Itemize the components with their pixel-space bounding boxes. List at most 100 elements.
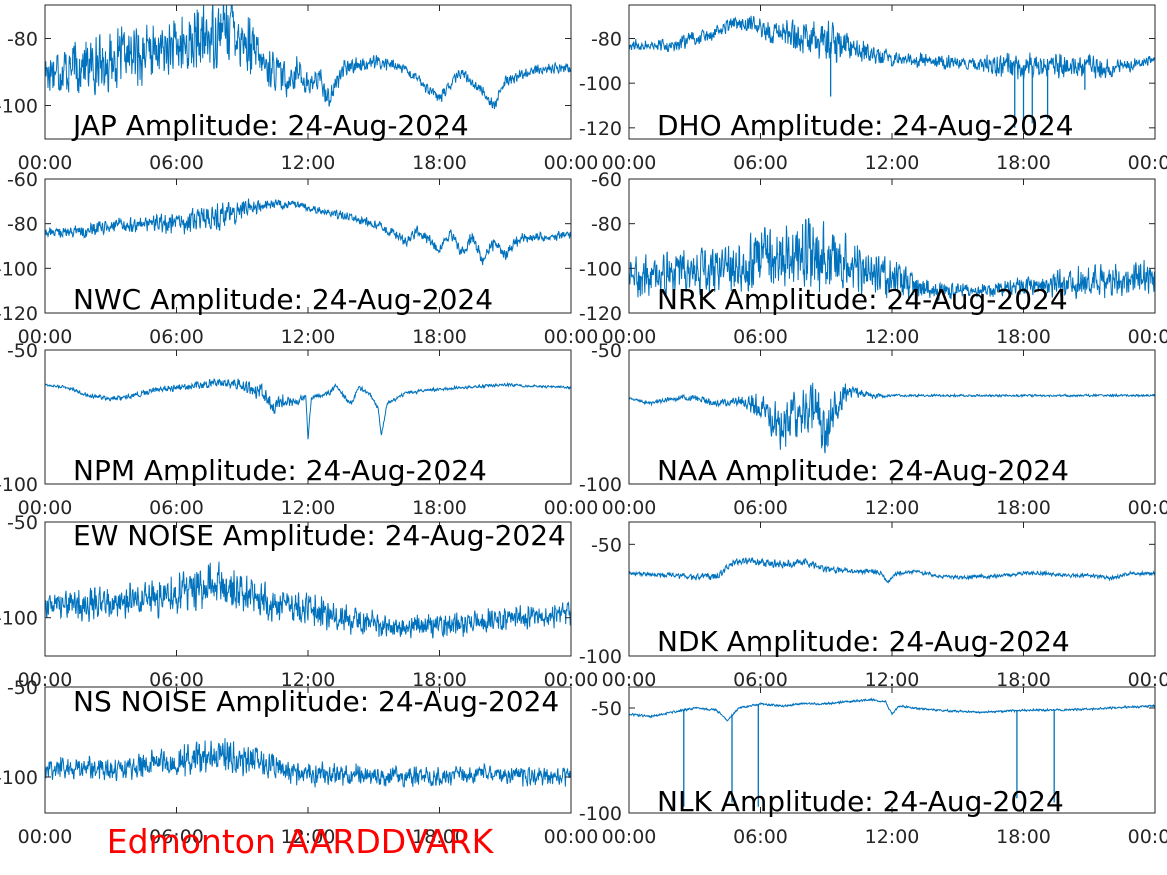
ytick-label: -120 (0, 303, 38, 325)
xtick-label: 06:00 (149, 152, 204, 174)
xtick-label: 18:00 (412, 326, 467, 348)
xtick-label: 00:00 (544, 826, 599, 848)
panel-title-jap: JAP Amplitude: 24-Aug-2024 (71, 109, 469, 142)
ytick-label: -80 (7, 214, 38, 236)
series-line-nrk (629, 217, 1155, 302)
xtick-label: 00:00 (1128, 826, 1167, 848)
xtick-label: 00:00 (1128, 497, 1167, 519)
panel-title-ndk: NDK Amplitude: 24-Aug-2024 (657, 625, 1070, 658)
xtick-label: 06:00 (149, 326, 204, 348)
ytick-label: -50 (7, 677, 38, 699)
ytick-label: -120 (579, 118, 622, 140)
xtick-label: 00:00 (602, 826, 657, 848)
series-line-nwc (45, 198, 571, 266)
xtick-label: 00:00 (18, 326, 73, 348)
ytick-label: -100 (579, 646, 622, 668)
panel-title-naa: NAA Amplitude: 24-Aug-2024 (657, 454, 1069, 487)
xtick-label: 12:00 (865, 826, 920, 848)
xtick-label: 18:00 (412, 826, 467, 848)
ytick-label: -100 (0, 258, 38, 280)
ytick-label: -100 (579, 258, 622, 280)
xtick-label: 18:00 (996, 669, 1051, 691)
ytick-label: -50 (591, 698, 622, 720)
ytick-label: -120 (579, 303, 622, 325)
figure-footer: Edmonton AARDDVARK (107, 822, 495, 861)
panel-title-ns-noise: NS NOISE Amplitude: 24-Aug-2024 (73, 685, 559, 718)
panel-nrk: -60-80-100-12000:0006:0012:0018:0000:00N… (579, 169, 1167, 348)
xtick-label: 18:00 (412, 152, 467, 174)
xtick-label: 18:00 (412, 669, 467, 691)
xtick-label: 06:00 (149, 669, 204, 691)
xtick-label: 00:00 (18, 152, 73, 174)
ytick-label: -80 (591, 214, 622, 236)
series-line-ns-noise (45, 738, 571, 788)
ytick-label: -100 (0, 608, 38, 630)
xtick-label: 06:00 (733, 152, 788, 174)
series-line-ew-noise (45, 561, 571, 639)
xtick-label: 12:00 (865, 669, 920, 691)
xtick-label: 06:00 (733, 326, 788, 348)
xtick-label: 12:00 (865, 152, 920, 174)
xtick-label: 18:00 (996, 152, 1051, 174)
series-line-ndk (629, 556, 1155, 584)
ytick-label: -60 (591, 169, 622, 191)
xtick-label: 00:00 (602, 669, 657, 691)
ytick-label: -100 (0, 96, 38, 118)
ytick-label: -100 (579, 474, 622, 496)
xtick-label: 12:00 (281, 326, 336, 348)
xtick-label: 00:00 (544, 326, 599, 348)
ytick-label: -50 (7, 340, 38, 362)
panel-title-nrk: NRK Amplitude: 24-Aug-2024 (657, 283, 1068, 316)
panel-nwc: -60-80-100-12000:0006:0012:0018:0000:00N… (0, 169, 598, 348)
series-line-dho (629, 15, 1155, 80)
ytick-label: -100 (0, 474, 38, 496)
panel-title-ew-noise: EW NOISE Amplitude: 24-Aug-2024 (73, 519, 566, 552)
panel-title-nlk: NLK Amplitude: 24-Aug-2024 (657, 785, 1064, 818)
xtick-label: 06:00 (149, 826, 204, 848)
ytick-label: -100 (579, 73, 622, 95)
xtick-label: 00:00 (18, 826, 73, 848)
panel-title-dho: DHO Amplitude: 24-Aug-2024 (657, 109, 1074, 142)
xtick-label: 00:00 (18, 497, 73, 519)
panel-dho: -80-100-12000:0006:0012:0018:0000:00DHO … (579, 4, 1167, 174)
ytick-label: -50 (591, 534, 622, 556)
xtick-label: 18:00 (996, 497, 1051, 519)
xtick-label: 12:00 (281, 497, 336, 519)
xtick-label: 00:00 (544, 497, 599, 519)
xtick-label: 00:00 (1128, 669, 1167, 691)
ytick-label: -80 (7, 29, 38, 51)
xtick-label: 00:00 (602, 152, 657, 174)
xtick-label: 12:00 (281, 669, 336, 691)
xtick-label: 00:00 (18, 669, 73, 691)
xtick-label: 18:00 (412, 497, 467, 519)
series-line-npm (45, 378, 571, 440)
xtick-label: 06:00 (733, 497, 788, 519)
panel-ew-noise: -50 -100 00:00 06:00 12:00 18:00 00:00 EW NOISE… (0, 512, 598, 691)
xtick-label: 00:00 (602, 497, 657, 519)
ytick-label: -100 (579, 803, 622, 825)
xtick-label: 00:00 (544, 152, 599, 174)
xtick-label: 00:00 (602, 326, 657, 348)
panel-jap: -80 -100 00:00 06:00 12:00 18:00 00:00 JAP Ampl… (0, 4, 599, 174)
xtick-label: 12:00 (281, 152, 336, 174)
series-line-nlk (629, 697, 1155, 722)
ytick-label: -80 (591, 29, 622, 51)
panel-ns-noise: -50 -100 00:00 06:00 12:00 18:00 00:00 NS NOISE… (0, 677, 598, 848)
ytick-label: -50 (591, 340, 622, 362)
series-line-jap (45, 5, 571, 110)
xtick-label: 12:00 (865, 326, 920, 348)
ytick-label: -60 (7, 169, 38, 191)
xtick-label: 00:00 (1128, 326, 1167, 348)
xtick-label: 00:00 (544, 669, 599, 691)
xtick-label: 06:00 (733, 826, 788, 848)
xtick-label: 12:00 (281, 826, 336, 848)
xtick-label: 06:00 (733, 669, 788, 691)
ytick-label: -50 (7, 512, 38, 534)
series-line-naa (629, 382, 1155, 454)
xtick-label: 12:00 (865, 497, 920, 519)
panel-title-npm: NPM Amplitude: 24-Aug-2024 (73, 454, 487, 487)
